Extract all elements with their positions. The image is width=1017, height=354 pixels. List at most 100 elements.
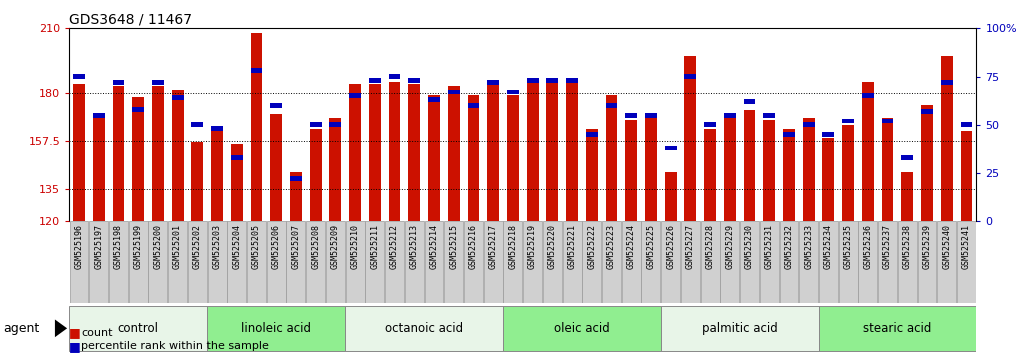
Bar (605, 103, 617, 108)
Bar (503, 306, 661, 352)
Bar (388, 82, 401, 221)
Text: GSM525224: GSM525224 (626, 224, 636, 269)
Text: GSM525218: GSM525218 (508, 224, 518, 269)
Bar (191, 142, 203, 221)
Bar (740, 221, 759, 303)
Bar (783, 129, 795, 221)
Text: GSM525201: GSM525201 (173, 224, 182, 269)
Bar (586, 129, 598, 221)
Text: palmitic acid: palmitic acid (702, 322, 778, 335)
Bar (566, 78, 578, 83)
Text: GSM525236: GSM525236 (863, 224, 873, 269)
Text: GSM525197: GSM525197 (95, 224, 104, 269)
Bar (862, 93, 874, 98)
Bar (428, 95, 440, 221)
Bar (464, 221, 483, 303)
Bar (661, 306, 819, 352)
Bar (310, 122, 321, 127)
Bar (290, 172, 302, 221)
Text: GSM525220: GSM525220 (548, 224, 557, 269)
Text: GSM525225: GSM525225 (647, 224, 655, 269)
Bar (447, 90, 460, 95)
Bar (69, 306, 207, 352)
Bar (779, 221, 798, 303)
Bar (941, 80, 953, 85)
Bar (188, 221, 206, 303)
Bar (957, 221, 976, 303)
Bar (625, 120, 637, 221)
Text: GSM525223: GSM525223 (607, 224, 616, 269)
Bar (819, 221, 838, 303)
Text: GSM525213: GSM525213 (410, 224, 419, 269)
Text: GSM525206: GSM525206 (272, 224, 281, 269)
Bar (385, 221, 404, 303)
Text: linoleic acid: linoleic acid (241, 322, 311, 335)
Bar (743, 99, 756, 104)
Bar (89, 221, 108, 303)
Bar (266, 221, 286, 303)
Bar (271, 114, 282, 221)
Text: GSM525216: GSM525216 (469, 224, 478, 269)
Bar (349, 84, 361, 221)
Bar (447, 86, 460, 221)
Text: GSM525230: GSM525230 (745, 224, 754, 269)
Bar (369, 78, 380, 83)
Bar (310, 129, 321, 221)
Bar (506, 90, 519, 95)
Bar (720, 221, 739, 303)
Bar (621, 221, 641, 303)
Text: GSM525196: GSM525196 (74, 224, 83, 269)
Bar (882, 118, 894, 221)
Bar (405, 221, 424, 303)
Bar (642, 221, 660, 303)
Bar (345, 306, 503, 352)
Text: control: control (118, 322, 159, 335)
Text: GSM525209: GSM525209 (331, 224, 340, 269)
Text: GSM525203: GSM525203 (213, 224, 222, 269)
Bar (468, 103, 479, 108)
Bar (546, 82, 558, 221)
Bar (73, 74, 85, 79)
Bar (842, 119, 854, 123)
Bar (132, 107, 144, 112)
Bar (250, 68, 262, 73)
Bar (802, 122, 815, 127)
Bar (409, 84, 420, 221)
Text: GSM525237: GSM525237 (883, 224, 892, 269)
Text: GSM525226: GSM525226 (666, 224, 675, 269)
Bar (704, 122, 716, 127)
Bar (839, 221, 857, 303)
Text: GSM525241: GSM525241 (962, 224, 971, 269)
Bar (743, 110, 756, 221)
Bar (898, 221, 916, 303)
Text: octanoic acid: octanoic acid (385, 322, 463, 335)
Text: GSM525235: GSM525235 (844, 224, 852, 269)
Text: GSM525238: GSM525238 (903, 224, 912, 269)
Bar (764, 113, 775, 118)
Bar (250, 33, 262, 221)
Text: GSM525208: GSM525208 (311, 224, 320, 269)
Text: GSM525214: GSM525214 (429, 224, 438, 269)
Bar (113, 80, 124, 85)
Bar (346, 221, 364, 303)
Bar (823, 138, 834, 221)
Text: stearic acid: stearic acid (863, 322, 932, 335)
Text: GSM525198: GSM525198 (114, 224, 123, 269)
Bar (583, 221, 601, 303)
Text: ■: ■ (69, 340, 81, 353)
Bar (73, 84, 85, 221)
Text: GSM525239: GSM525239 (922, 224, 932, 269)
Bar (764, 120, 775, 221)
Bar (93, 113, 105, 118)
Bar (684, 56, 697, 221)
Bar (330, 122, 342, 127)
Bar (191, 122, 203, 127)
Bar (645, 118, 657, 221)
Bar (661, 221, 680, 303)
Bar (212, 126, 223, 131)
Bar (231, 155, 243, 160)
Text: GSM525210: GSM525210 (351, 224, 360, 269)
Text: GSM525200: GSM525200 (154, 224, 163, 269)
Bar (878, 221, 897, 303)
Text: GSM525207: GSM525207 (292, 224, 300, 269)
